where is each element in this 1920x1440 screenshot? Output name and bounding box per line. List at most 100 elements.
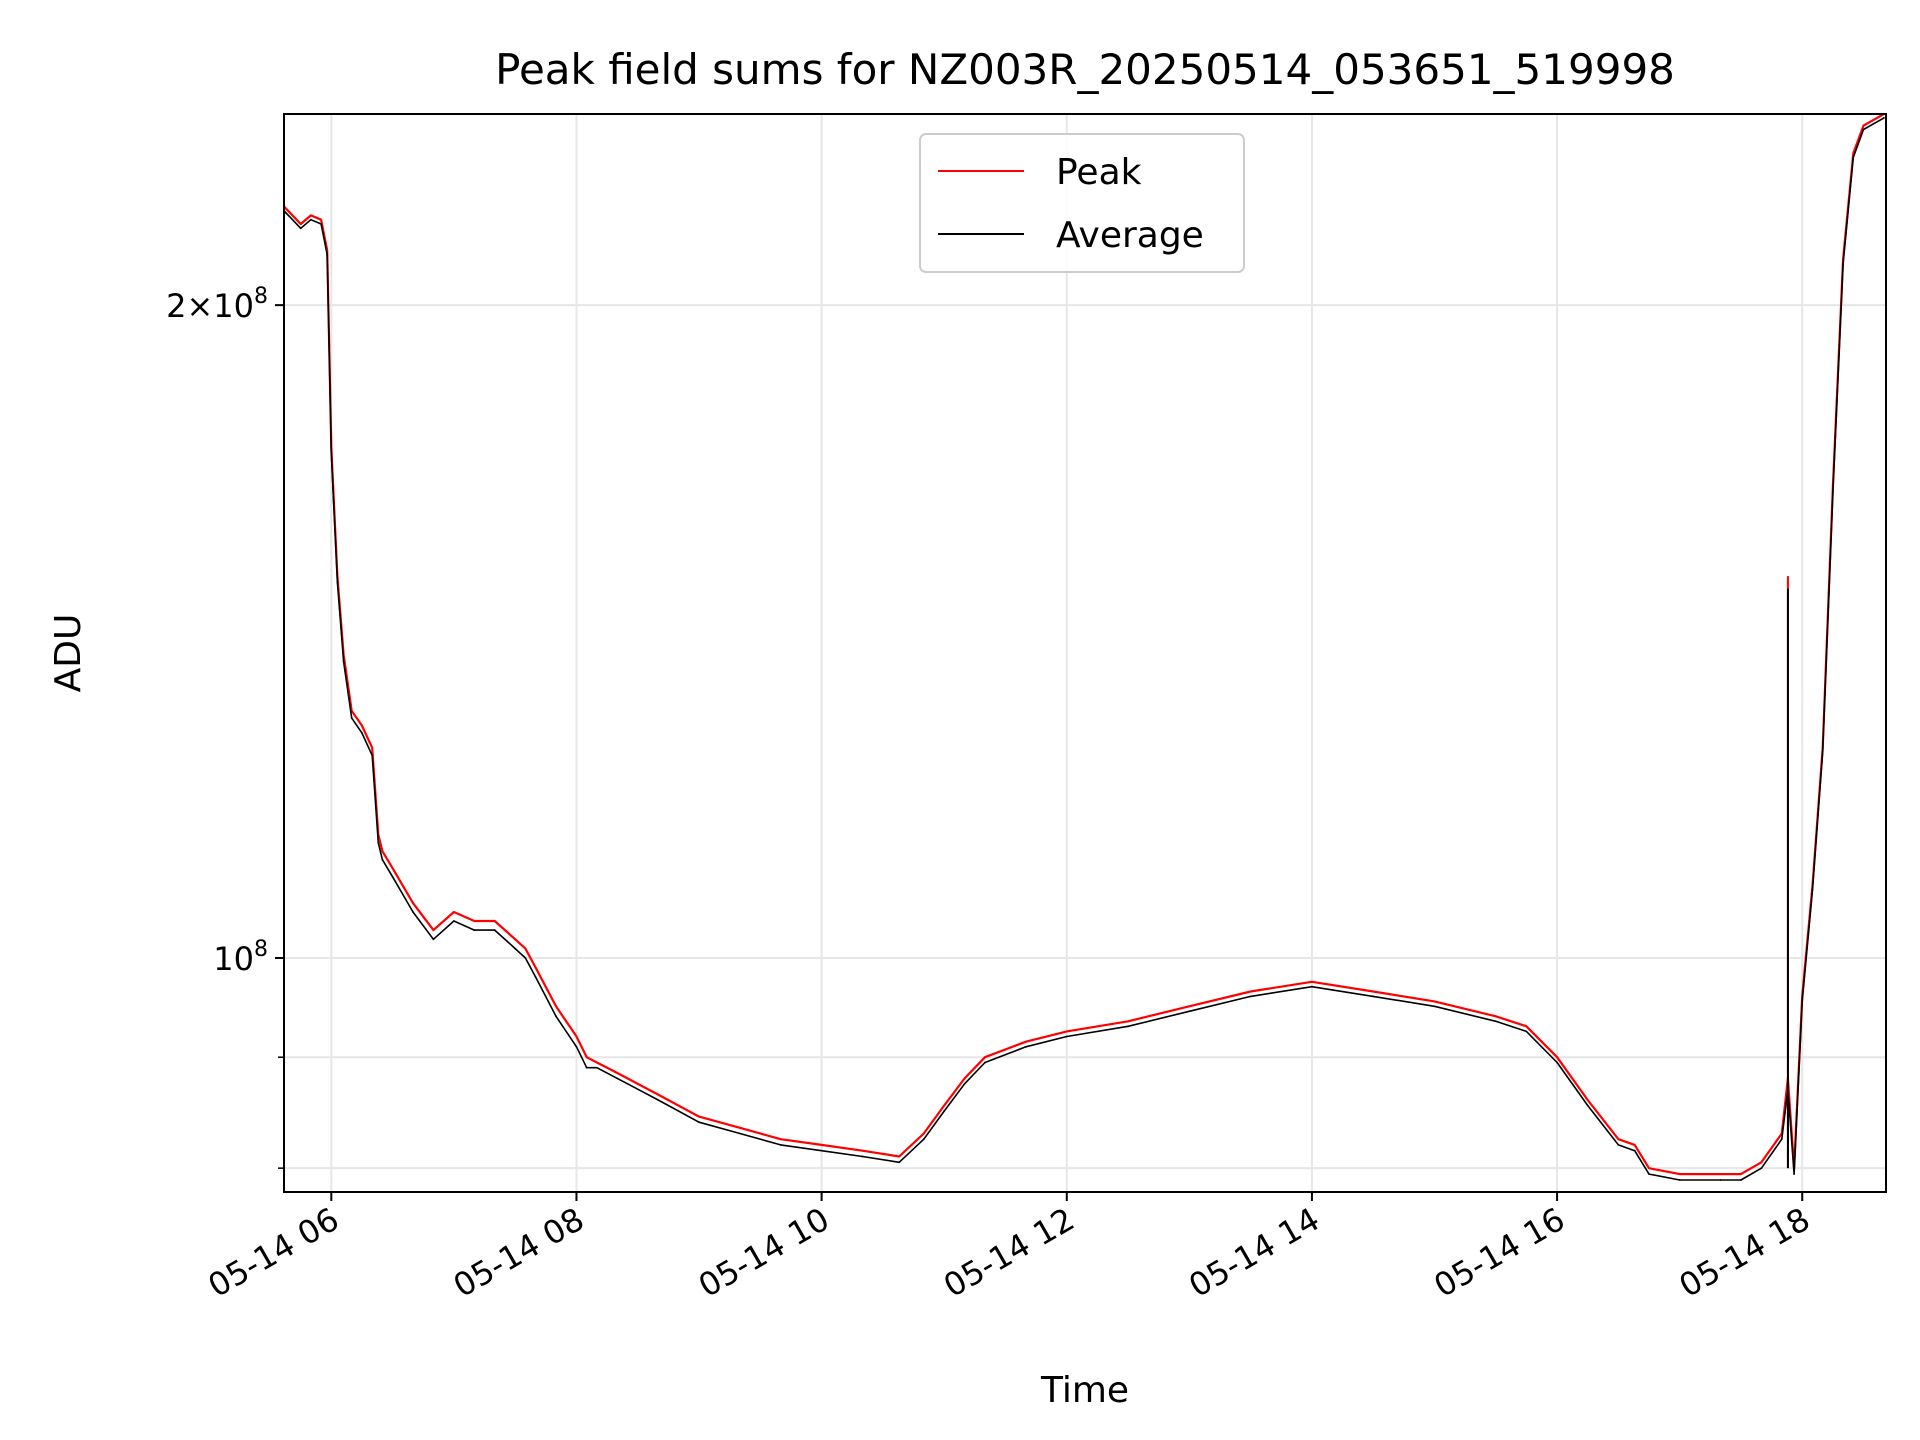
data-point-peak xyxy=(779,1138,782,1141)
data-point-peak xyxy=(391,867,394,870)
data-point-average xyxy=(779,1143,782,1146)
data-point-average xyxy=(595,1066,598,1069)
data-point-peak xyxy=(585,1056,588,1059)
series-line-peak xyxy=(284,114,1885,1176)
series-layer xyxy=(284,114,1885,1181)
data-point-peak xyxy=(1249,990,1252,993)
data-point-peak xyxy=(1862,124,1865,127)
data-point-average xyxy=(514,947,517,950)
data-point-average xyxy=(524,957,527,959)
data-point-peak xyxy=(1617,1138,1620,1141)
data-point-peak xyxy=(1648,1167,1650,1170)
legend: Peak Average xyxy=(919,133,1245,273)
data-point-average xyxy=(616,1077,619,1080)
data-point-peak xyxy=(412,902,414,905)
data-point-peak xyxy=(595,1061,598,1064)
data-point-peak xyxy=(1760,1161,1763,1164)
chart-title: Peak field sums for NZ003R_20250514_0536… xyxy=(495,45,1675,94)
data-point-peak xyxy=(320,218,322,221)
data-point-peak xyxy=(922,1132,925,1135)
data-point-average xyxy=(1586,1104,1589,1107)
data-point-average xyxy=(698,1121,700,1124)
data-point-peak xyxy=(1525,1025,1528,1028)
data-point-average xyxy=(452,920,455,922)
data-point-peak xyxy=(1678,1173,1681,1175)
data-point-average xyxy=(1678,1179,1681,1181)
data-point-average xyxy=(412,911,414,913)
data-point-peak xyxy=(361,724,363,727)
data-point-peak xyxy=(309,214,312,217)
data-point-peak xyxy=(820,1143,823,1146)
data-point-average xyxy=(984,1061,986,1064)
data-point-average xyxy=(1127,1025,1129,1028)
data-point-average xyxy=(1617,1143,1620,1146)
data-point-average xyxy=(963,1082,966,1085)
data-point-average xyxy=(361,731,363,734)
data-point-average xyxy=(391,875,394,878)
data-point-average xyxy=(1760,1167,1763,1170)
data-point-peak xyxy=(575,1035,578,1038)
legend-label-average: Average xyxy=(1056,215,1204,256)
data-point-average xyxy=(330,451,333,454)
data-point-average xyxy=(299,227,302,230)
data-point-average xyxy=(555,1015,557,1018)
data-point-average xyxy=(657,1099,660,1101)
data-point-peak xyxy=(1433,1000,1436,1003)
data-point-average xyxy=(1740,1179,1742,1181)
y-tick-label: 2×108 xyxy=(166,284,268,325)
x-axis-label: Time xyxy=(1040,1370,1129,1411)
data-point-average xyxy=(1372,995,1375,998)
data-point-average xyxy=(381,858,384,861)
data-point-peak xyxy=(738,1126,741,1129)
data-point-average xyxy=(1811,888,1814,891)
data-point-average xyxy=(1249,995,1252,998)
data-point-average xyxy=(1719,1179,1722,1181)
data-point-average xyxy=(898,1161,901,1164)
data-point-average xyxy=(342,660,345,663)
data-point-average xyxy=(1842,262,1844,265)
data-point-average xyxy=(1065,1035,1068,1038)
data-point-peak xyxy=(898,1155,901,1158)
data-point-peak xyxy=(1311,980,1313,983)
data-point-average xyxy=(350,717,353,720)
data-point-peak xyxy=(984,1056,986,1059)
data-point-peak xyxy=(524,947,527,950)
data-point-peak xyxy=(534,966,537,969)
data-point-average xyxy=(1556,1061,1558,1064)
data-point-average xyxy=(1311,985,1313,988)
data-point-peak xyxy=(555,1005,557,1008)
data-point-peak xyxy=(943,1104,946,1107)
data-point-average xyxy=(820,1149,823,1152)
data-point-average xyxy=(1801,1000,1804,1003)
data-point-peak xyxy=(1740,1173,1742,1175)
data-point-average xyxy=(534,976,537,978)
data-point-average xyxy=(738,1132,741,1135)
data-point-average xyxy=(309,218,312,221)
data-point-peak xyxy=(1127,1020,1129,1023)
data-point-average xyxy=(1525,1030,1528,1033)
data-point-average xyxy=(432,938,435,941)
data-point-peak xyxy=(1065,1030,1068,1033)
data-point-peak xyxy=(616,1072,619,1074)
data-point-peak xyxy=(514,938,517,941)
legend-label-peak: Peak xyxy=(1056,152,1142,193)
data-point-peak xyxy=(371,746,374,749)
data-point-peak xyxy=(657,1093,660,1096)
series-line-average xyxy=(284,117,1885,1181)
data-point-average xyxy=(1648,1173,1650,1175)
data-point-average xyxy=(1793,1173,1795,1175)
data-point-average xyxy=(371,754,374,757)
data-point-average xyxy=(1633,1149,1636,1152)
data-point-peak xyxy=(1719,1173,1722,1175)
data-point-peak xyxy=(452,911,455,913)
data-point-average xyxy=(1494,1020,1497,1023)
data-point-peak xyxy=(1372,990,1375,993)
data-point-average xyxy=(377,841,380,844)
data-point-peak xyxy=(698,1115,700,1118)
data-point-average xyxy=(336,581,339,584)
data-point-peak xyxy=(432,929,435,932)
data-point-peak xyxy=(473,920,476,922)
y-axis-label: ADU xyxy=(48,614,89,693)
data-point-average xyxy=(943,1110,946,1112)
